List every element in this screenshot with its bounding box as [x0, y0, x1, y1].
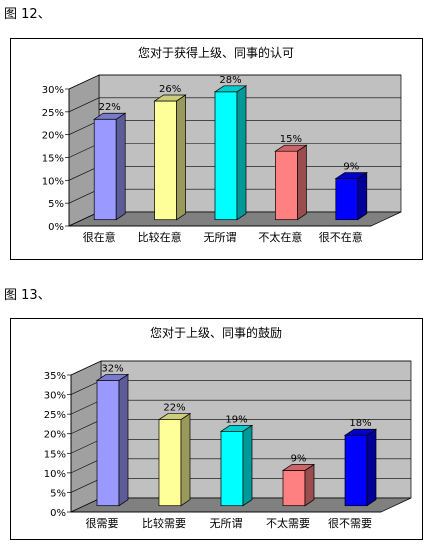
y-tick-label: 10%: [44, 469, 66, 480]
plot-side-wall: [70, 360, 102, 513]
bar: [334, 171, 368, 221]
category-label: 比较需要: [142, 516, 186, 530]
category-label: 比较在意: [138, 230, 182, 244]
bar: [93, 112, 127, 221]
bar: [343, 428, 378, 507]
bar: [153, 94, 187, 221]
bar-front: [214, 91, 238, 221]
bar-top: [219, 424, 254, 432]
category-label: 很不需要: [328, 516, 372, 530]
bar-top: [213, 85, 248, 93]
y-tick-label: 30%: [42, 85, 64, 96]
bar: [281, 463, 316, 507]
chart-encouragement-svg: 您对于上级、同事的鼓励 0% 5% 10% 15% 20% 25% 30% 35% 32% 很需要 2…: [44, 325, 412, 530]
category-label: 很不在意: [319, 230, 363, 244]
bar-front: [158, 419, 182, 507]
bar-side: [366, 428, 377, 507]
bar: [95, 373, 130, 507]
bar-front: [93, 118, 117, 221]
y-tick-label: 15%: [42, 154, 64, 165]
bar-side: [357, 171, 368, 221]
bar-top: [281, 464, 316, 471]
y-tick-label: 25%: [44, 410, 66, 421]
y-tick-label: 20%: [42, 131, 64, 142]
figure-12-label: 图 12、: [4, 7, 51, 22]
y-tick-label: 5%: [48, 199, 64, 210]
chart-title: 您对于获得上级、同事的认可: [138, 45, 294, 60]
bar-front: [282, 470, 306, 507]
data-label: 15%: [280, 134, 302, 145]
bar-front: [220, 430, 244, 507]
bar-front: [96, 380, 120, 507]
bar-front: [275, 150, 298, 221]
category-label: 不太在意: [258, 230, 302, 244]
chart-title: 您对于上级、同事的鼓励: [150, 325, 282, 340]
bar-top: [93, 112, 127, 120]
bar-front: [335, 178, 359, 221]
bar-front: [344, 434, 368, 507]
category-label: 很在意: [83, 230, 116, 244]
data-label: 22%: [163, 403, 185, 414]
bar-top: [343, 428, 378, 436]
bar-top: [153, 94, 187, 102]
data-label: 22%: [99, 102, 121, 113]
category-label: 无所谓: [210, 517, 243, 530]
data-label: 32%: [101, 363, 123, 374]
bar-side: [304, 463, 315, 507]
bar-top: [274, 144, 308, 152]
bar: [157, 412, 192, 507]
bar-top: [95, 374, 130, 381]
data-label: 28%: [219, 75, 241, 86]
bar-side: [115, 112, 126, 221]
figure-13-label: 图 13、: [4, 288, 51, 303]
bar-top: [334, 172, 368, 179]
bar-side: [180, 412, 191, 507]
bar-top: [157, 413, 192, 420]
bar-side: [242, 424, 253, 507]
y-tick-label: 25%: [42, 108, 64, 119]
y-tick-label: 30%: [44, 391, 66, 402]
gridline: [68, 74, 401, 90]
y-tick-label: 20%: [44, 430, 66, 441]
bar-front: [154, 100, 177, 221]
bar: [274, 144, 308, 221]
data-label: 9%: [343, 162, 359, 173]
category-label: 不太需要: [266, 517, 310, 530]
chart-encouragement: 您对于上级、同事的鼓励 0% 5% 10% 15% 20% 25% 30% 35% 32% 很需要 2…: [10, 318, 423, 540]
category-label: 很需要: [86, 516, 119, 530]
gridline: [68, 97, 401, 113]
y-tick-label: 10%: [42, 176, 64, 187]
data-label: 9%: [291, 453, 307, 464]
y-tick-label: 0%: [50, 508, 66, 519]
bar: [213, 85, 248, 221]
gridline: [70, 360, 411, 376]
bar-side: [297, 144, 307, 221]
category-label: 无所谓: [204, 231, 237, 244]
data-label: 26%: [159, 84, 181, 95]
bar-side: [236, 85, 247, 221]
chart-approval-svg: 您对于获得上级、同事的认可 0% 5% 10% 15% 20% 25% 30% 22% 很在意 26…: [42, 45, 402, 244]
chart-approval: 您对于获得上级、同事的认可 0% 5% 10% 15% 20% 25% 30% 22% 很在意 26…: [10, 38, 423, 260]
y-tick-label: 35%: [44, 371, 66, 382]
bar-side: [176, 94, 186, 221]
data-label: 19%: [225, 414, 247, 425]
y-tick-label: 5%: [50, 488, 66, 499]
bar-side: [118, 373, 129, 507]
y-tick-label: 0%: [48, 222, 64, 233]
y-tick-label: 15%: [44, 449, 66, 460]
bar: [219, 424, 254, 507]
data-label: 18%: [349, 418, 371, 429]
